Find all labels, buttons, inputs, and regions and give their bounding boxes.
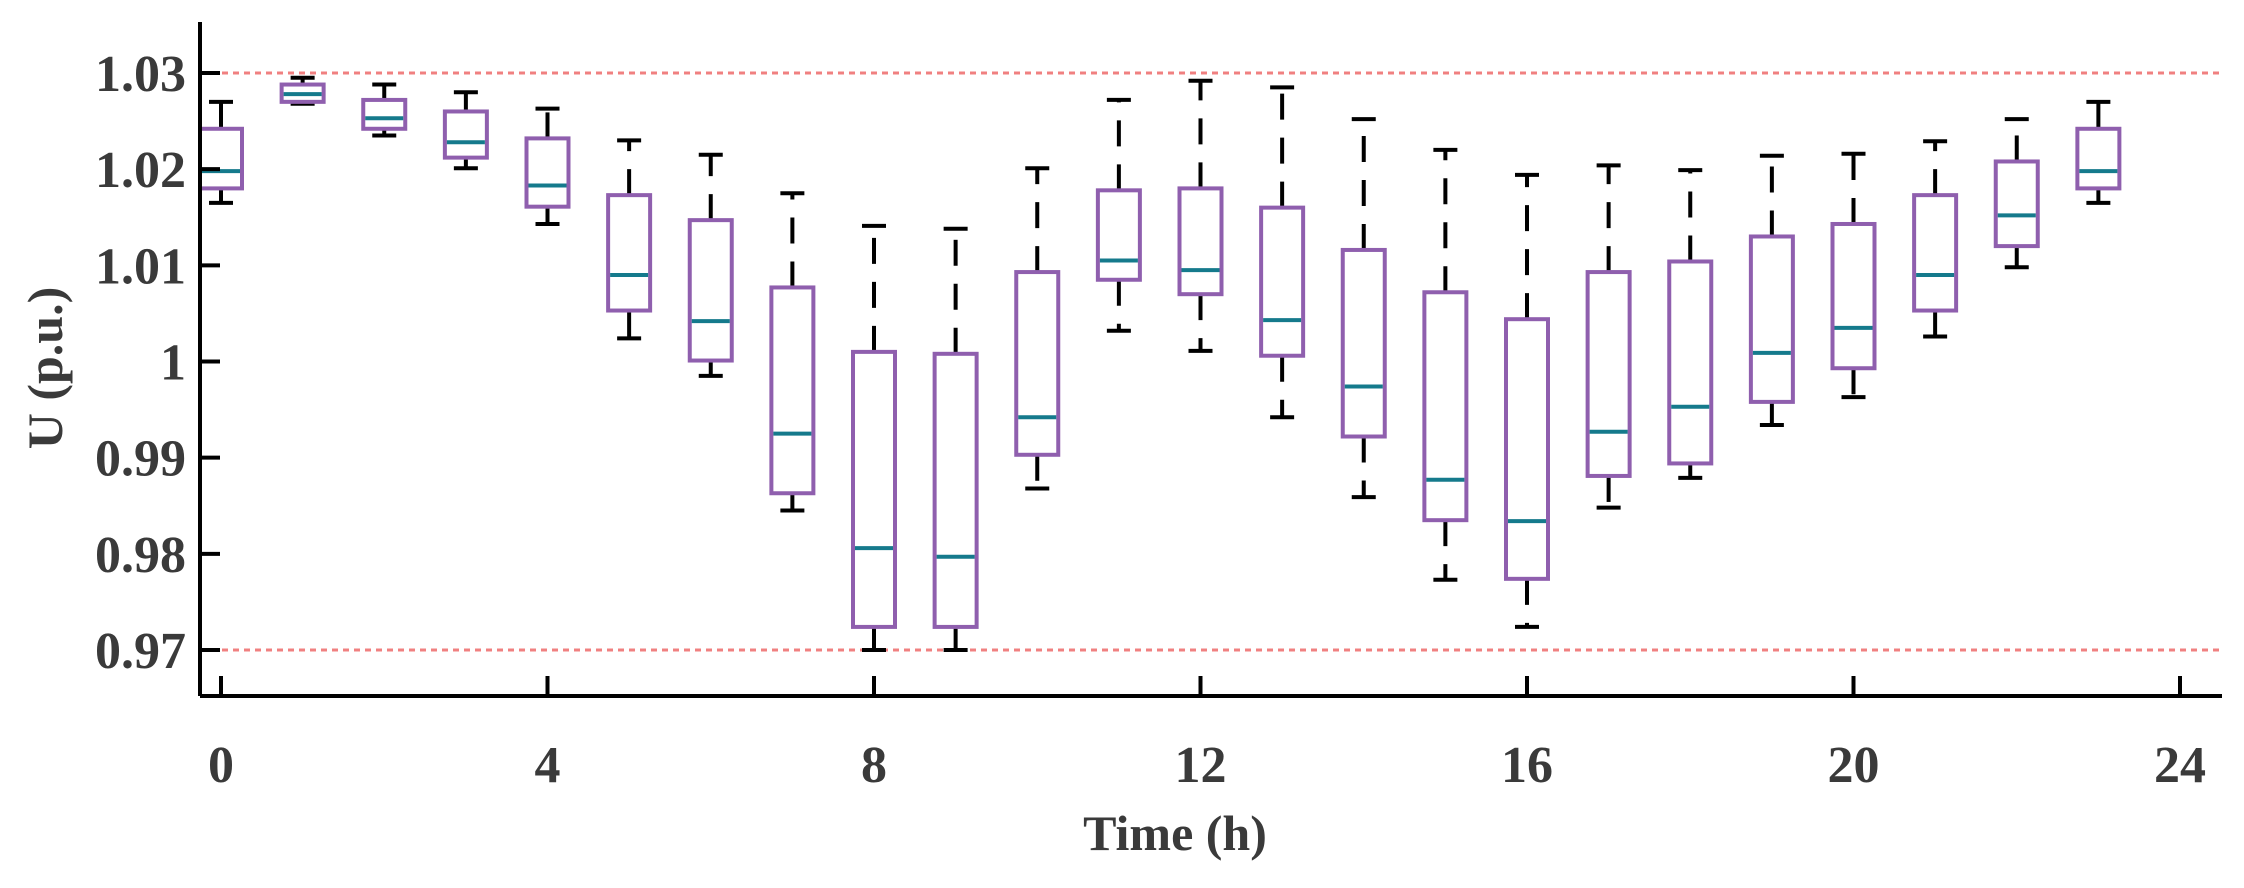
- axes: [198, 22, 2222, 698]
- box-hour-17: [1585, 163, 1632, 510]
- box-hour-19: [1748, 153, 1795, 427]
- iqr-box: [1422, 290, 1469, 523]
- iqr-box: [932, 351, 979, 629]
- y-tick-label: 0.99: [95, 431, 186, 488]
- box-hour-21: [1912, 139, 1959, 339]
- box-series: [198, 75, 2122, 652]
- box-hour-20: [1830, 151, 1877, 400]
- x-tick-label: 4: [535, 737, 561, 794]
- iqr-box: [1993, 159, 2040, 249]
- y-tick-label: 1: [160, 335, 186, 392]
- iqr-box: [442, 109, 489, 160]
- iqr-box: [2075, 126, 2122, 191]
- iqr-box: [1830, 221, 1877, 371]
- x-tick-label: 8: [861, 737, 887, 794]
- iqr-box: [1748, 234, 1795, 404]
- iqr-box: [769, 285, 816, 496]
- box-hour-15: [1422, 147, 1469, 582]
- iqr-box: [1667, 259, 1714, 466]
- box-hour-23: [2075, 99, 2122, 205]
- y-tick-label: 1.01: [95, 238, 186, 295]
- iqr-box: [361, 97, 408, 131]
- box-hour-10: [1014, 166, 1061, 491]
- iqr-box: [1585, 270, 1632, 478]
- box-hour-7: [769, 191, 816, 513]
- box-hour-16: [1504, 172, 1550, 629]
- x-tick-label: 12: [1175, 737, 1227, 794]
- iqr-box: [851, 349, 897, 629]
- box-hour-2: [361, 82, 408, 138]
- box-hour-13: [1259, 85, 1306, 420]
- y-axis-label: U (p.u.): [17, 287, 73, 450]
- box-hour-9: [932, 226, 979, 652]
- x-tick-label: 20: [1828, 737, 1880, 794]
- box-hour-8: [851, 223, 897, 652]
- iqr-box: [1259, 205, 1306, 358]
- x-tick-label: 0: [208, 737, 234, 794]
- y-tick-label: 0.97: [95, 623, 186, 680]
- iqr-box: [606, 193, 653, 313]
- iqr-box: [1340, 247, 1387, 439]
- x-axis-label: Time (h): [1083, 805, 1267, 861]
- iqr-box: [1014, 270, 1061, 457]
- iqr-box: [1912, 193, 1959, 313]
- box-hour-11: [1095, 97, 1142, 333]
- y-tick-label: 0.98: [95, 527, 186, 584]
- x-tick-label: 16: [1501, 737, 1553, 794]
- box-hour-3: [442, 90, 489, 171]
- y-tick-label: 1.03: [95, 46, 186, 103]
- iqr-box: [1095, 188, 1142, 282]
- box-hour-0: [198, 99, 244, 205]
- box-hour-4: [524, 106, 571, 226]
- box-hour-18: [1667, 168, 1714, 480]
- reference-lines: [200, 71, 2222, 652]
- iqr-box: [279, 82, 326, 104]
- iqr-box: [198, 126, 244, 191]
- iqr-box: [1177, 186, 1224, 297]
- box-hour-12: [1177, 78, 1224, 353]
- box-hour-22: [1993, 117, 2040, 270]
- box-hour-1: [279, 75, 326, 106]
- box-hour-5: [606, 138, 653, 341]
- x-tick-label: 24: [2154, 737, 2206, 794]
- box-hour-14: [1340, 117, 1387, 500]
- iqr-box: [524, 136, 571, 209]
- iqr-box: [687, 218, 734, 363]
- y-tick-label: 1.02: [95, 142, 186, 199]
- iqr-box: [1504, 317, 1550, 581]
- ticks: 0.97 0.98 0.99 1 1.01 1.02 1.03 0 4 8 12 16 20 24: [95, 46, 2206, 794]
- box-hour-6: [687, 152, 734, 378]
